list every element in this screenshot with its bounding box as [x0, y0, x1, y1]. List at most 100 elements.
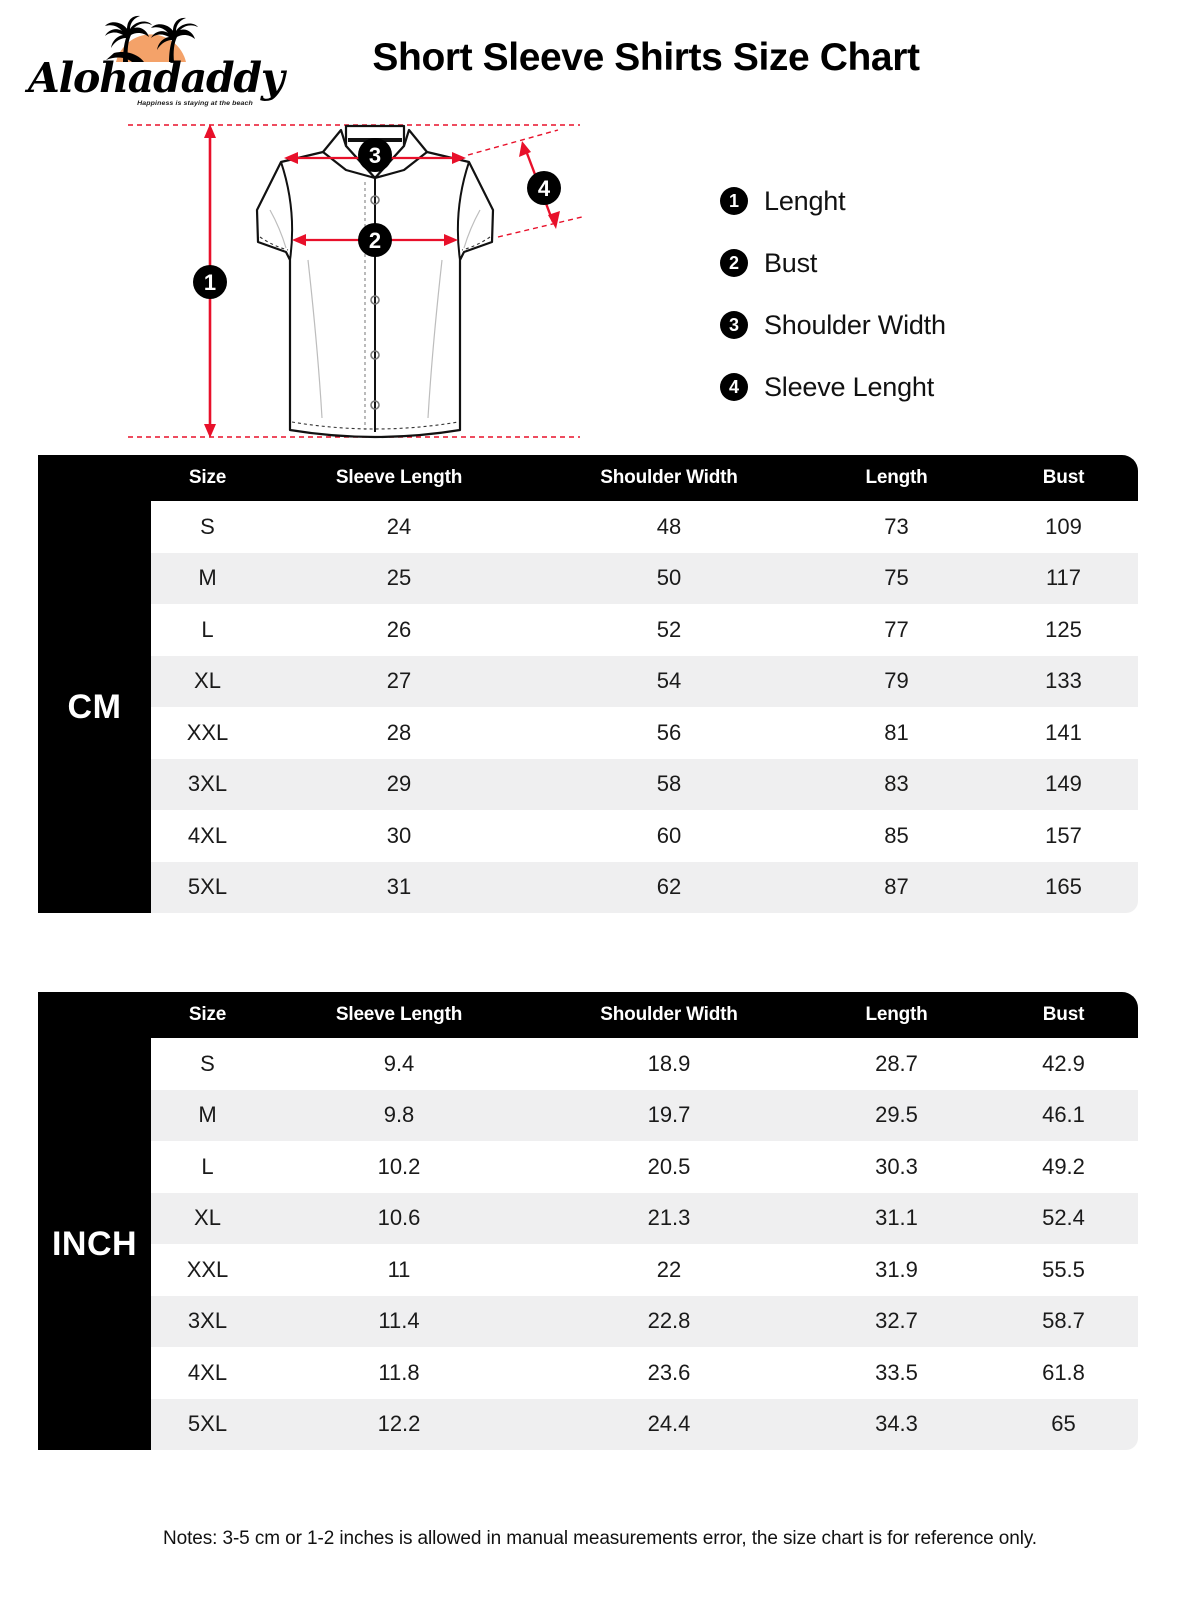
table-row: 3XL 11.4 22.8 32.7 58.7 [38, 1295, 1138, 1347]
column-header-bust: Bust [989, 992, 1138, 1038]
cell-sleeve-length: 11.4 [264, 1295, 534, 1347]
cell-bust: 52.4 [989, 1192, 1138, 1244]
cell-size: 4XL [151, 810, 264, 862]
cell-shoulder-width: 60 [534, 810, 804, 862]
cell-shoulder-width: 21.3 [534, 1192, 804, 1244]
cell-sleeve-length: 30 [264, 810, 534, 862]
table-row: 5XL 12.2 24.4 34.3 65 [38, 1398, 1138, 1450]
column-header-sleeve-length: Sleeve Length [264, 992, 534, 1038]
svg-text:1: 1 [204, 270, 216, 295]
cell-size: L [151, 1141, 264, 1193]
column-header-length: Length [804, 455, 989, 501]
table-header-cm: Size Sleeve Length Shoulder Width Length… [38, 455, 1138, 501]
table-row: XL 27 54 79 133 [38, 655, 1138, 707]
cell-sleeve-length: 29 [264, 758, 534, 810]
cell-shoulder-width: 23.6 [534, 1347, 804, 1399]
cell-sleeve-length: 10.2 [264, 1141, 534, 1193]
cell-length: 77 [804, 604, 989, 656]
table-row: 4XL 30 60 85 157 [38, 810, 1138, 862]
cell-bust: 125 [989, 604, 1138, 656]
cell-size: 3XL [151, 758, 264, 810]
measurement-legend: 1 Lenght 2 Bust 3 Shoulder Width 4 Sleev… [720, 170, 1050, 418]
cell-bust: 58.7 [989, 1295, 1138, 1347]
diagram-badge-3: 3 [358, 138, 392, 172]
table-row: 3XL 29 58 83 149 [38, 758, 1138, 810]
diagram-badge-4: 4 [527, 171, 561, 205]
cell-sleeve-length: 9.8 [264, 1089, 534, 1141]
cell-sleeve-length: 26 [264, 604, 534, 656]
unit-header-spacer-cm [38, 455, 151, 501]
cell-length: 34.3 [804, 1398, 989, 1450]
cell-size: XXL [151, 707, 264, 759]
cell-bust: 109 [989, 501, 1138, 553]
svg-text:4: 4 [538, 176, 551, 201]
unit-label-cm: CM [38, 501, 151, 913]
unit-label-inch: INCH [38, 1038, 151, 1450]
svg-text:2: 2 [369, 228, 381, 253]
table-row: CM S 24 48 73 109 [38, 501, 1138, 913]
diagram-badge-2: 2 [358, 223, 392, 257]
legend-item-sleeve-length: 4 Sleeve Lenght [720, 356, 1050, 418]
cell-size: XL [151, 1192, 264, 1244]
cell-sleeve-length: 10.6 [264, 1192, 534, 1244]
cell-length: 83 [804, 758, 989, 810]
cell-bust: 165 [989, 861, 1138, 913]
table-row: 4XL 11.8 23.6 33.5 61.8 [38, 1347, 1138, 1399]
cell-size: L [151, 604, 264, 656]
cell-length: 31.1 [804, 1192, 989, 1244]
cell-bust: 117 [989, 552, 1138, 604]
cell-length: 73 [804, 501, 989, 553]
cell-shoulder-width: 56 [534, 707, 804, 759]
cell-sleeve-length: 11.8 [264, 1347, 534, 1399]
cell-sleeve-length: 31 [264, 861, 534, 913]
cell-bust: 133 [989, 655, 1138, 707]
cell-bust: 61.8 [989, 1347, 1138, 1399]
table-row: L 10.2 20.5 30.3 49.2 [38, 1141, 1138, 1193]
brand-tagline: Happiness is staying at the beach [137, 100, 253, 107]
table-row: INCH S 9.4 18.9 28.7 42.9 [38, 1038, 1138, 1450]
legend-item-shoulder-width: 3 Shoulder Width [720, 294, 1050, 356]
shirt-measurement-diagram: 3 4 2 1 [128, 124, 583, 439]
cell-size: XL [151, 655, 264, 707]
size-table-cm: Size Sleeve Length Shoulder Width Length… [38, 455, 1138, 913]
cell-length: 28.7 [804, 1038, 989, 1090]
cell-length: 81 [804, 707, 989, 759]
cell-length: 79 [804, 655, 989, 707]
legend-badge-3: 3 [720, 311, 748, 339]
cell-sleeve-length: 28 [264, 707, 534, 759]
cell-shoulder-width: 52 [534, 604, 804, 656]
legend-item-length: 1 Lenght [720, 170, 1050, 232]
page-header: Alohadaddy Happiness is staying at the b… [0, 0, 1200, 110]
cell-size: 5XL [151, 861, 264, 913]
cell-bust: 46.1 [989, 1089, 1138, 1141]
brand-logo: Alohadaddy Happiness is staying at the b… [28, 8, 285, 108]
cell-length: 30.3 [804, 1141, 989, 1193]
table-header-inch: Size Sleeve Length Shoulder Width Length… [38, 992, 1138, 1038]
column-header-size: Size [151, 455, 264, 501]
cell-bust: 55.5 [989, 1244, 1138, 1296]
unit-header-spacer-inch [38, 992, 151, 1038]
cell-shoulder-width: 22 [534, 1244, 804, 1296]
cell-length: 31.9 [804, 1244, 989, 1296]
size-table-inch: Size Sleeve Length Shoulder Width Length… [38, 992, 1138, 1450]
legend-label-shoulder-width: Shoulder Width [764, 309, 946, 340]
cell-bust: 157 [989, 810, 1138, 862]
cell-sleeve-length: 12.2 [264, 1398, 534, 1450]
cell-shoulder-width: 19.7 [534, 1089, 804, 1141]
cell-bust: 141 [989, 707, 1138, 759]
cell-sleeve-length: 24 [264, 501, 534, 553]
legend-label-sleeve-length: Sleeve Lenght [764, 371, 935, 402]
cell-length: 33.5 [804, 1347, 989, 1399]
table-row: XL 10.6 21.3 31.1 52.4 [38, 1192, 1138, 1244]
legend-badge-1: 1 [720, 187, 748, 215]
cell-size: 4XL [151, 1347, 264, 1399]
cell-shoulder-width: 50 [534, 552, 804, 604]
cell-size: 5XL [151, 1398, 264, 1450]
page-title: Short Sleeve Shirts Size Chart [372, 36, 920, 79]
cell-shoulder-width: 48 [534, 501, 804, 553]
cell-shoulder-width: 24.4 [534, 1398, 804, 1450]
table-row: L 26 52 77 125 [38, 604, 1138, 656]
legend-item-bust: 2 Bust [720, 232, 1050, 294]
legend-badge-2: 2 [720, 249, 748, 277]
cell-size: S [151, 501, 264, 553]
